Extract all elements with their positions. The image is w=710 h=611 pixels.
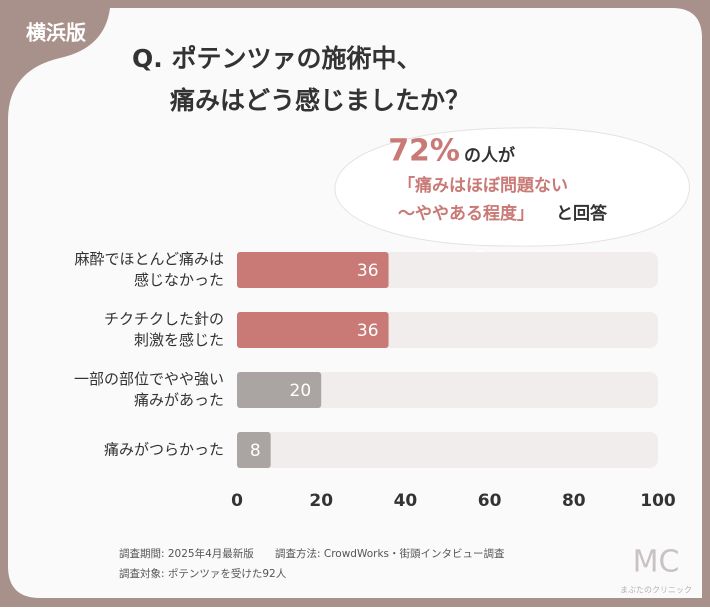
- bar: [237, 252, 389, 288]
- value-label: 20: [290, 381, 312, 401]
- logo-name: まぶたのクリニック: [620, 586, 692, 595]
- bar: [237, 432, 271, 468]
- badge: 横浜版: [26, 21, 86, 45]
- callout-text: と回答: [556, 203, 608, 224]
- value-label: 8: [250, 441, 261, 461]
- bar-track: [237, 372, 658, 408]
- bar: [237, 312, 389, 348]
- x-tick-label: 20: [309, 491, 333, 511]
- x-tick-label: 0: [231, 491, 243, 511]
- y-tick-label: 麻酔でほとんど痛みは: [74, 250, 224, 268]
- title: 痛みはどう感じましたか？: [170, 86, 470, 115]
- callout-text: 「痛みはほぼ問題ない: [398, 175, 568, 196]
- y-tick-label: 刺激を感じた: [134, 331, 224, 349]
- y-tick-label: 感じなかった: [134, 271, 224, 289]
- footnote: 調査方法: CrowdWorks・街頭インタビュー調査: [275, 547, 505, 560]
- footnote: 調査対象: ポテンツァを受けた92人: [119, 567, 287, 580]
- footnote: 調査期間: 2025年4月最新版: [119, 547, 254, 560]
- logo-mark: MC: [633, 545, 680, 580]
- bar-track: [237, 432, 658, 468]
- title: Q. ポテンツァの施術中、: [132, 44, 421, 73]
- callout-text: の人が: [464, 145, 515, 166]
- y-tick-label: 痛みがつらかった: [104, 441, 224, 459]
- y-tick-label: 痛みがあった: [134, 391, 224, 409]
- x-tick-label: 40: [394, 491, 418, 511]
- callout-percent: 72%: [388, 134, 460, 169]
- x-tick-label: 100: [640, 491, 676, 511]
- x-tick-label: 80: [562, 491, 586, 511]
- callout-bubble: [334, 127, 690, 247]
- y-tick-label: 一部の部位でやや強い: [74, 370, 224, 388]
- value-label: 36: [357, 261, 379, 281]
- y-tick-label: チクチクした針の: [104, 310, 224, 328]
- callout-text: ～ややある程度」: [398, 203, 534, 224]
- value-label: 36: [357, 321, 379, 341]
- bar: [237, 372, 322, 408]
- x-tick-label: 60: [478, 491, 502, 511]
